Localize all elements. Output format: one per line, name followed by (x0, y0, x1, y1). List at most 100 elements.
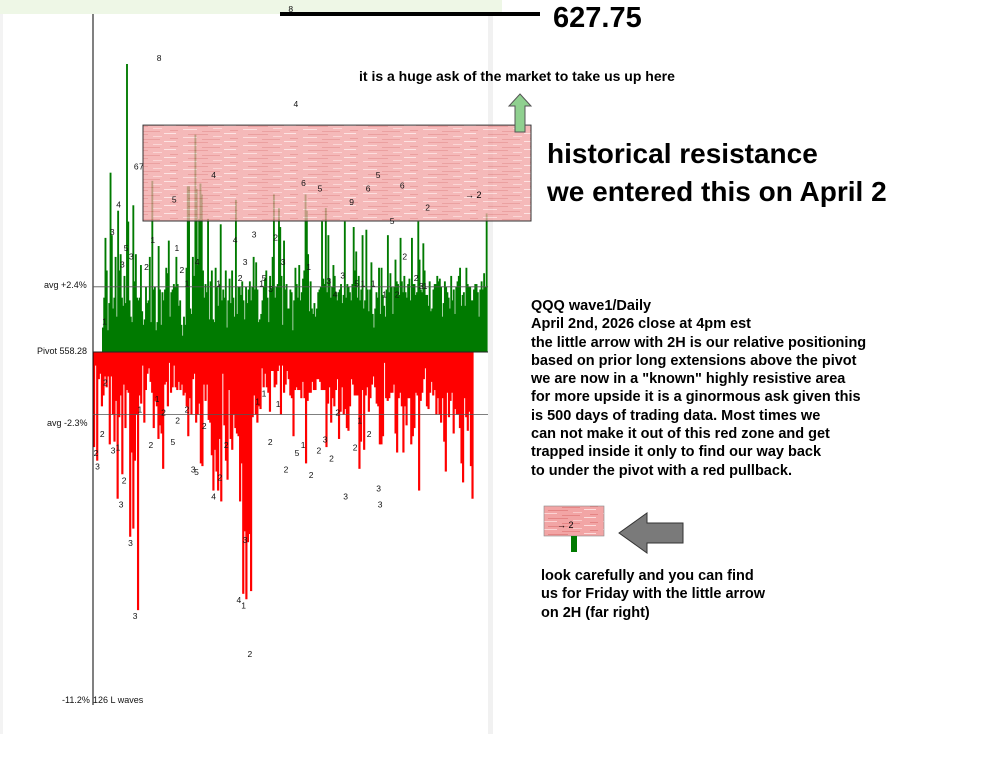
down-bar (290, 352, 294, 399)
down-bar (182, 352, 185, 396)
up-bar (346, 284, 349, 352)
down-bar (195, 352, 198, 423)
bar-count-label: 5 (354, 279, 359, 289)
up-bar (342, 294, 345, 352)
up-bar (298, 265, 301, 352)
down-bar (220, 352, 223, 502)
resistance-subtitle: we entered this on April 2 (547, 176, 887, 207)
up-bar (283, 240, 285, 352)
up-bar (354, 270, 356, 352)
up-bar (460, 305, 463, 352)
down-bar (435, 352, 438, 415)
bar-count-label: 1 (216, 279, 221, 289)
bar-count-label: 2 (224, 440, 229, 450)
down-bar (341, 352, 344, 388)
up-bar (276, 284, 279, 352)
bar-count-label: 2 (100, 429, 105, 439)
down-bar (455, 352, 458, 415)
up-bar (414, 294, 417, 352)
up-bar (240, 294, 242, 352)
bar-count-label: 3 (340, 270, 345, 280)
down-bar (118, 352, 121, 418)
down-bar (452, 352, 455, 434)
bar-count-label: 1 (382, 289, 387, 299)
up-bar (374, 308, 377, 352)
up-bar (227, 300, 230, 352)
down-bar (144, 352, 147, 391)
down-bar (339, 352, 342, 412)
down-bar (96, 352, 99, 461)
up-bar (255, 262, 258, 352)
up-bar (142, 324, 145, 352)
down-bar (444, 352, 447, 472)
arrow-2h-label: → 2 (465, 190, 482, 200)
up-bar (369, 289, 372, 352)
bar-count-label: 2 (144, 262, 149, 272)
info-line: the little arrow with 2H is our relative… (531, 334, 867, 351)
down-bar (427, 352, 430, 410)
up-bar (427, 305, 430, 352)
down-bar (224, 352, 228, 461)
down-bar (177, 352, 180, 382)
up-bar (446, 292, 449, 352)
down-bar (116, 352, 119, 499)
up-bar (337, 292, 340, 352)
up-bar (183, 316, 185, 352)
down-bar (122, 352, 125, 385)
pivot-label: Pivot 558.28 (37, 346, 88, 356)
down-bar (392, 352, 396, 385)
up-bar (228, 278, 231, 352)
wave-count-label: 126 L waves (93, 695, 144, 705)
bar-count-label: 1 (116, 443, 121, 453)
down-bar (272, 352, 275, 372)
up-bar (293, 300, 296, 352)
up-bar (221, 300, 223, 352)
bar-count-label: 5 (262, 273, 267, 283)
up-bar (224, 270, 227, 352)
bar-count-label: 1 (241, 600, 246, 610)
up-bar (112, 308, 114, 352)
friday-note: look carefully and you can find us for F… (541, 567, 765, 622)
down-bar (154, 352, 157, 401)
up-bar (145, 286, 147, 352)
up-bar (451, 300, 454, 352)
up-bar (203, 297, 206, 352)
down-bar (202, 352, 206, 385)
down-bar (443, 352, 446, 442)
up-bar (234, 199, 237, 352)
up-bar (186, 186, 189, 352)
down-bar (129, 352, 132, 537)
bar-count-label: 2 (248, 649, 253, 659)
up-bar (147, 300, 150, 352)
down-bar (147, 352, 151, 369)
bar-count-label: 3 (119, 500, 124, 510)
down-bar (250, 352, 253, 592)
bar-count-label: 3 (191, 464, 196, 474)
down-bar (149, 352, 152, 382)
down-bar (380, 352, 383, 445)
up-bar (193, 275, 196, 352)
up-bar (348, 292, 351, 352)
down-bar (408, 352, 411, 399)
up-bar (481, 289, 484, 352)
up-bar (215, 286, 218, 352)
down-bar (411, 352, 414, 437)
bar-count-label: 2 (329, 454, 334, 464)
up-bar (402, 292, 405, 352)
up-bar (338, 289, 341, 352)
bar-count-label: 5 (376, 170, 381, 180)
down-bar (201, 352, 204, 467)
bar-count-label: 3 (281, 257, 286, 267)
up-bar (231, 270, 234, 352)
info-line: based on prior long extensions above the… (531, 352, 857, 369)
bar-count-label: 3 (268, 284, 273, 294)
bar-count-label: 4 (195, 257, 200, 267)
up-bar (360, 289, 363, 352)
down-bar (331, 352, 334, 399)
down-bar (135, 352, 138, 415)
up-bar (327, 235, 330, 352)
up-bar (452, 289, 455, 352)
up-bar (214, 267, 217, 352)
bar-count-label: 4 (116, 200, 121, 210)
friday-note-line: us for Friday with the little arrow (541, 586, 765, 603)
